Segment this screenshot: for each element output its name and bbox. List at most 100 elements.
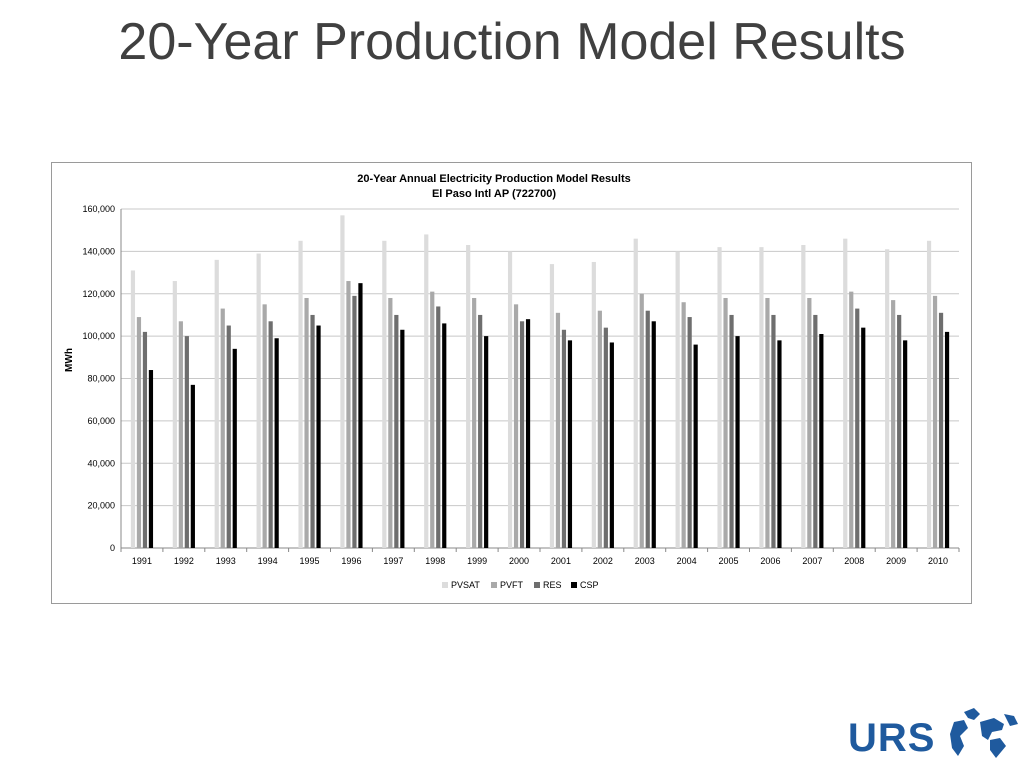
bar-csp	[190, 384, 195, 548]
legend-swatch-res	[534, 582, 540, 588]
chart-subtitle: El Paso Intl AP (722700)	[432, 188, 556, 200]
bar-res	[519, 321, 525, 548]
bar-pvft	[178, 321, 183, 548]
bar-pvft	[472, 297, 477, 548]
x-tick-label: 1993	[216, 556, 236, 566]
bar-csp	[693, 344, 698, 548]
bar-res	[645, 310, 650, 548]
logo-text: URS	[848, 716, 936, 760]
globe-icon	[950, 708, 1018, 758]
x-tick-label: 2004	[677, 556, 697, 566]
bar-pvft	[891, 300, 896, 548]
bar-pvsat	[130, 270, 136, 548]
legend-label-res: RES	[543, 580, 562, 590]
x-tick-label: 2009	[886, 556, 906, 566]
x-tick-label: 2006	[760, 556, 780, 566]
x-tick-label: 1998	[425, 556, 445, 566]
bar-pvft	[849, 291, 854, 548]
bar-pvsat	[885, 249, 890, 548]
chart-title: 20-Year Annual Electricity Production Mo…	[357, 173, 630, 185]
bar-res	[436, 306, 441, 548]
bar-res	[938, 312, 944, 548]
bar-csp	[232, 348, 237, 548]
bar-pvft	[555, 312, 561, 548]
x-tick-label: 2001	[551, 556, 571, 566]
bar-res	[771, 314, 776, 548]
bar-csp	[358, 283, 363, 548]
bar-res	[142, 331, 148, 548]
bar-pvft	[513, 304, 519, 548]
bar-pvft	[765, 297, 770, 548]
y-tick-label: 140,000	[82, 246, 115, 256]
bar-csp	[819, 334, 824, 548]
bar-pvft	[639, 293, 644, 548]
x-tick-label: 1995	[300, 556, 320, 566]
bar-res	[561, 329, 567, 548]
legend-label-pvft: PVFT	[500, 580, 524, 590]
x-tick-label: 1992	[174, 556, 194, 566]
urs-logo: URS	[846, 706, 1020, 766]
bar-res	[310, 314, 315, 548]
bar-csp	[651, 321, 656, 548]
bar-pvsat	[717, 247, 722, 548]
bar-pvft	[597, 310, 602, 548]
bar-res	[394, 314, 399, 548]
bar-csp	[400, 329, 405, 548]
y-tick-label: 20,000	[87, 501, 115, 511]
legend: PVSAT PVFT RES CSP	[442, 580, 599, 590]
bar-csp	[903, 340, 908, 548]
bar-pvsat	[926, 240, 932, 548]
bar-res	[897, 314, 902, 548]
bar-pvsat	[340, 215, 345, 548]
bar-res	[268, 321, 273, 548]
y-tick-label: 120,000	[82, 289, 115, 299]
bar-csp	[609, 342, 614, 548]
x-tick-label: 1991	[132, 556, 152, 566]
bar-pvsat	[633, 238, 638, 548]
y-tick-label: 40,000	[87, 458, 115, 468]
axes: 0 20,000 40,000 60,000 80,000 100,000 120,000 1…	[82, 204, 960, 566]
bar-csp	[567, 340, 573, 548]
x-tick-label: 1994	[258, 556, 278, 566]
bar-chart: 20-Year Annual Electricity Production Mo…	[64, 173, 960, 590]
legend-label-csp: CSP	[580, 580, 599, 590]
x-tick-label: 2008	[844, 556, 864, 566]
y-tick-label: 100,000	[82, 331, 115, 341]
bar-pvft	[136, 317, 142, 548]
x-tick-label: 2005	[719, 556, 739, 566]
bar-pvft	[220, 308, 225, 548]
bar-pvft	[723, 297, 728, 548]
bar-res	[687, 317, 692, 548]
bar-pvft	[388, 297, 393, 548]
bar-pvsat	[466, 245, 471, 549]
x-tick-label: 2010	[928, 556, 948, 566]
bar-csp	[316, 325, 321, 548]
bar-pvsat	[298, 240, 303, 548]
bar-res	[184, 336, 189, 548]
bar-pvsat	[843, 238, 848, 548]
chart-frame: 20-Year Annual Electricity Production Mo…	[51, 162, 972, 604]
bar-pvsat	[801, 245, 806, 549]
gridlines	[121, 208, 959, 549]
bar-res	[352, 295, 357, 548]
bar-pvft	[807, 297, 812, 548]
bars	[130, 215, 950, 549]
bar-pvft	[932, 295, 938, 548]
bar-csp	[484, 336, 489, 548]
x-tick-label: 1996	[341, 556, 361, 566]
x-tick-label: 2000	[509, 556, 529, 566]
bar-pvsat	[214, 259, 219, 548]
bar-res	[226, 325, 231, 548]
legend-label-pvsat: PVSAT	[451, 580, 480, 590]
bar-csp	[442, 323, 447, 548]
bar-pvft	[262, 304, 267, 548]
legend-swatch-pvsat	[442, 582, 448, 588]
bar-pvsat	[759, 247, 764, 548]
y-axis-label: MWh	[64, 348, 75, 372]
bar-csp	[274, 338, 279, 548]
bar-res	[603, 327, 608, 548]
y-tick-label: 60,000	[87, 416, 115, 426]
bar-res	[729, 314, 734, 548]
bar-pvsat	[172, 281, 177, 548]
x-tick-label: 1997	[383, 556, 403, 566]
